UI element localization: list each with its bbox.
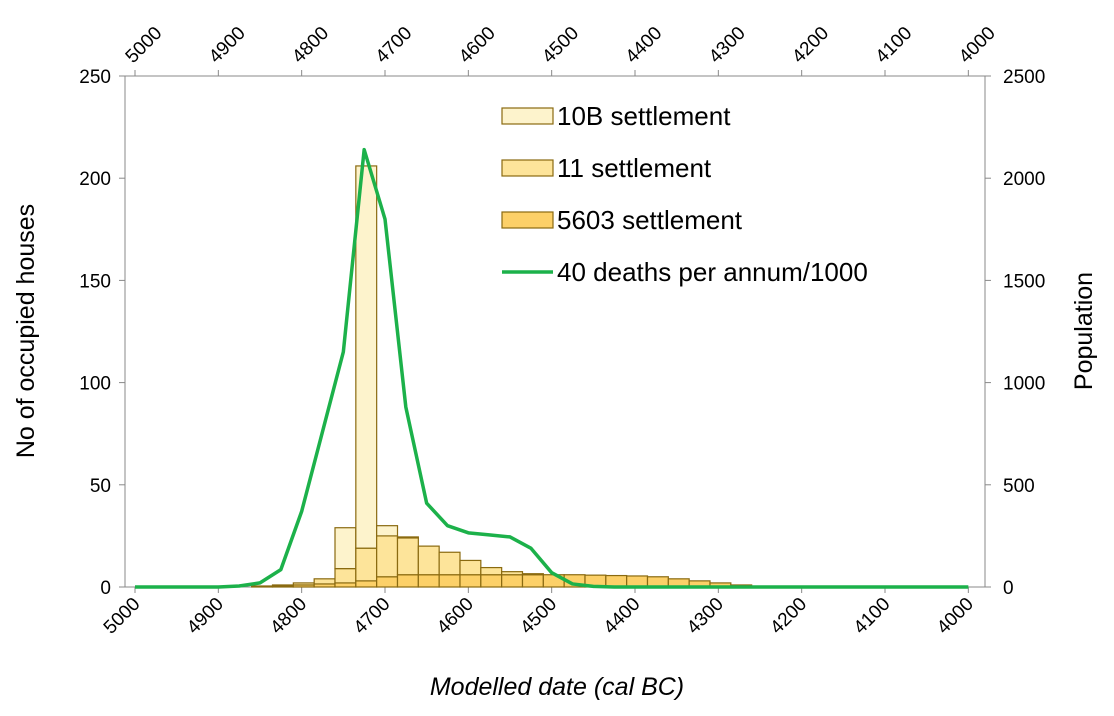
y-tick-label: 100 <box>79 374 111 395</box>
bar <box>396 536 419 539</box>
bar <box>438 574 461 588</box>
line-series <box>135 147 969 589</box>
bar <box>292 582 315 586</box>
bar <box>313 578 336 585</box>
x2-tick-label: 4000 <box>955 23 1000 68</box>
y-tick-label: 150 <box>79 271 111 292</box>
bar <box>355 547 378 582</box>
bar <box>521 573 544 576</box>
x-tick-label: 4600 <box>433 594 478 639</box>
bar <box>438 551 461 576</box>
x-tick-label: 4000 <box>933 594 978 639</box>
x-axis-title: Modelled date (cal BC) <box>430 673 684 701</box>
x2-tick-label: 4600 <box>455 23 500 68</box>
x-tick-label: 4400 <box>600 594 645 639</box>
y2-tick-label: 500 <box>1003 476 1035 497</box>
bar <box>355 580 378 588</box>
x2-tick-label: 4400 <box>622 23 667 68</box>
x2-tick-label: 4100 <box>872 23 917 68</box>
x-tick-label: 4200 <box>766 594 811 639</box>
legend-swatch <box>501 211 554 229</box>
x-tick-label: 4500 <box>516 594 561 639</box>
bar <box>459 574 482 588</box>
bar <box>396 537 419 576</box>
y-tick-label: 0 <box>100 578 111 599</box>
y2-tick-label: 1000 <box>1003 374 1045 395</box>
y-tick-label: 250 <box>79 67 111 88</box>
bar <box>271 584 294 587</box>
y-axis-title: No of occupied houses <box>12 204 40 458</box>
x2-tick-label: 5000 <box>122 23 167 68</box>
bar <box>501 574 524 588</box>
x-tick-label: 4700 <box>350 594 395 639</box>
x2-tick-label: 4900 <box>205 23 250 68</box>
bar <box>480 574 503 588</box>
bar <box>459 559 482 576</box>
legend-label: 11 settlement <box>557 153 712 183</box>
y2-tick-label: 0 <box>1003 578 1014 599</box>
x-tick-label: 5000 <box>100 594 145 639</box>
bar <box>521 574 544 588</box>
x2-tick-label: 4700 <box>372 23 417 68</box>
legend-label: 10B settlement <box>557 101 731 131</box>
x2-tick-label: 4800 <box>288 23 333 68</box>
legend-swatch <box>501 107 554 125</box>
bar <box>334 527 357 570</box>
y2-tick-label: 1500 <box>1003 271 1045 292</box>
x-tick-label: 4900 <box>183 594 228 639</box>
legend-label: 40 deaths per annum/1000 <box>557 257 868 287</box>
plot-frame <box>124 75 986 588</box>
y2-axis-title: Population <box>1070 272 1098 390</box>
bar <box>376 525 399 537</box>
y2-tick-label: 2000 <box>1003 169 1045 190</box>
x-tick-label: 4300 <box>683 594 728 639</box>
y-tick-label: 50 <box>90 476 111 497</box>
bar <box>417 545 440 576</box>
y-tick-label: 200 <box>79 169 111 190</box>
bar <box>396 574 419 588</box>
y2-tick-label: 2500 <box>1003 67 1045 88</box>
bar <box>376 576 399 588</box>
bar <box>376 535 399 578</box>
x-tick-label: 4800 <box>266 594 311 639</box>
bar <box>417 574 440 588</box>
legend-swatch <box>501 159 554 177</box>
x2-tick-label: 4200 <box>788 23 833 68</box>
bar <box>334 582 357 588</box>
legend-label: 5603 settlement <box>557 205 743 235</box>
bar <box>355 165 378 549</box>
x2-tick-label: 4300 <box>705 23 750 68</box>
bar <box>501 571 524 576</box>
x-tick-label: 4100 <box>850 594 895 639</box>
x2-tick-label: 4500 <box>538 23 583 68</box>
bar <box>334 568 357 584</box>
bar <box>480 566 503 576</box>
